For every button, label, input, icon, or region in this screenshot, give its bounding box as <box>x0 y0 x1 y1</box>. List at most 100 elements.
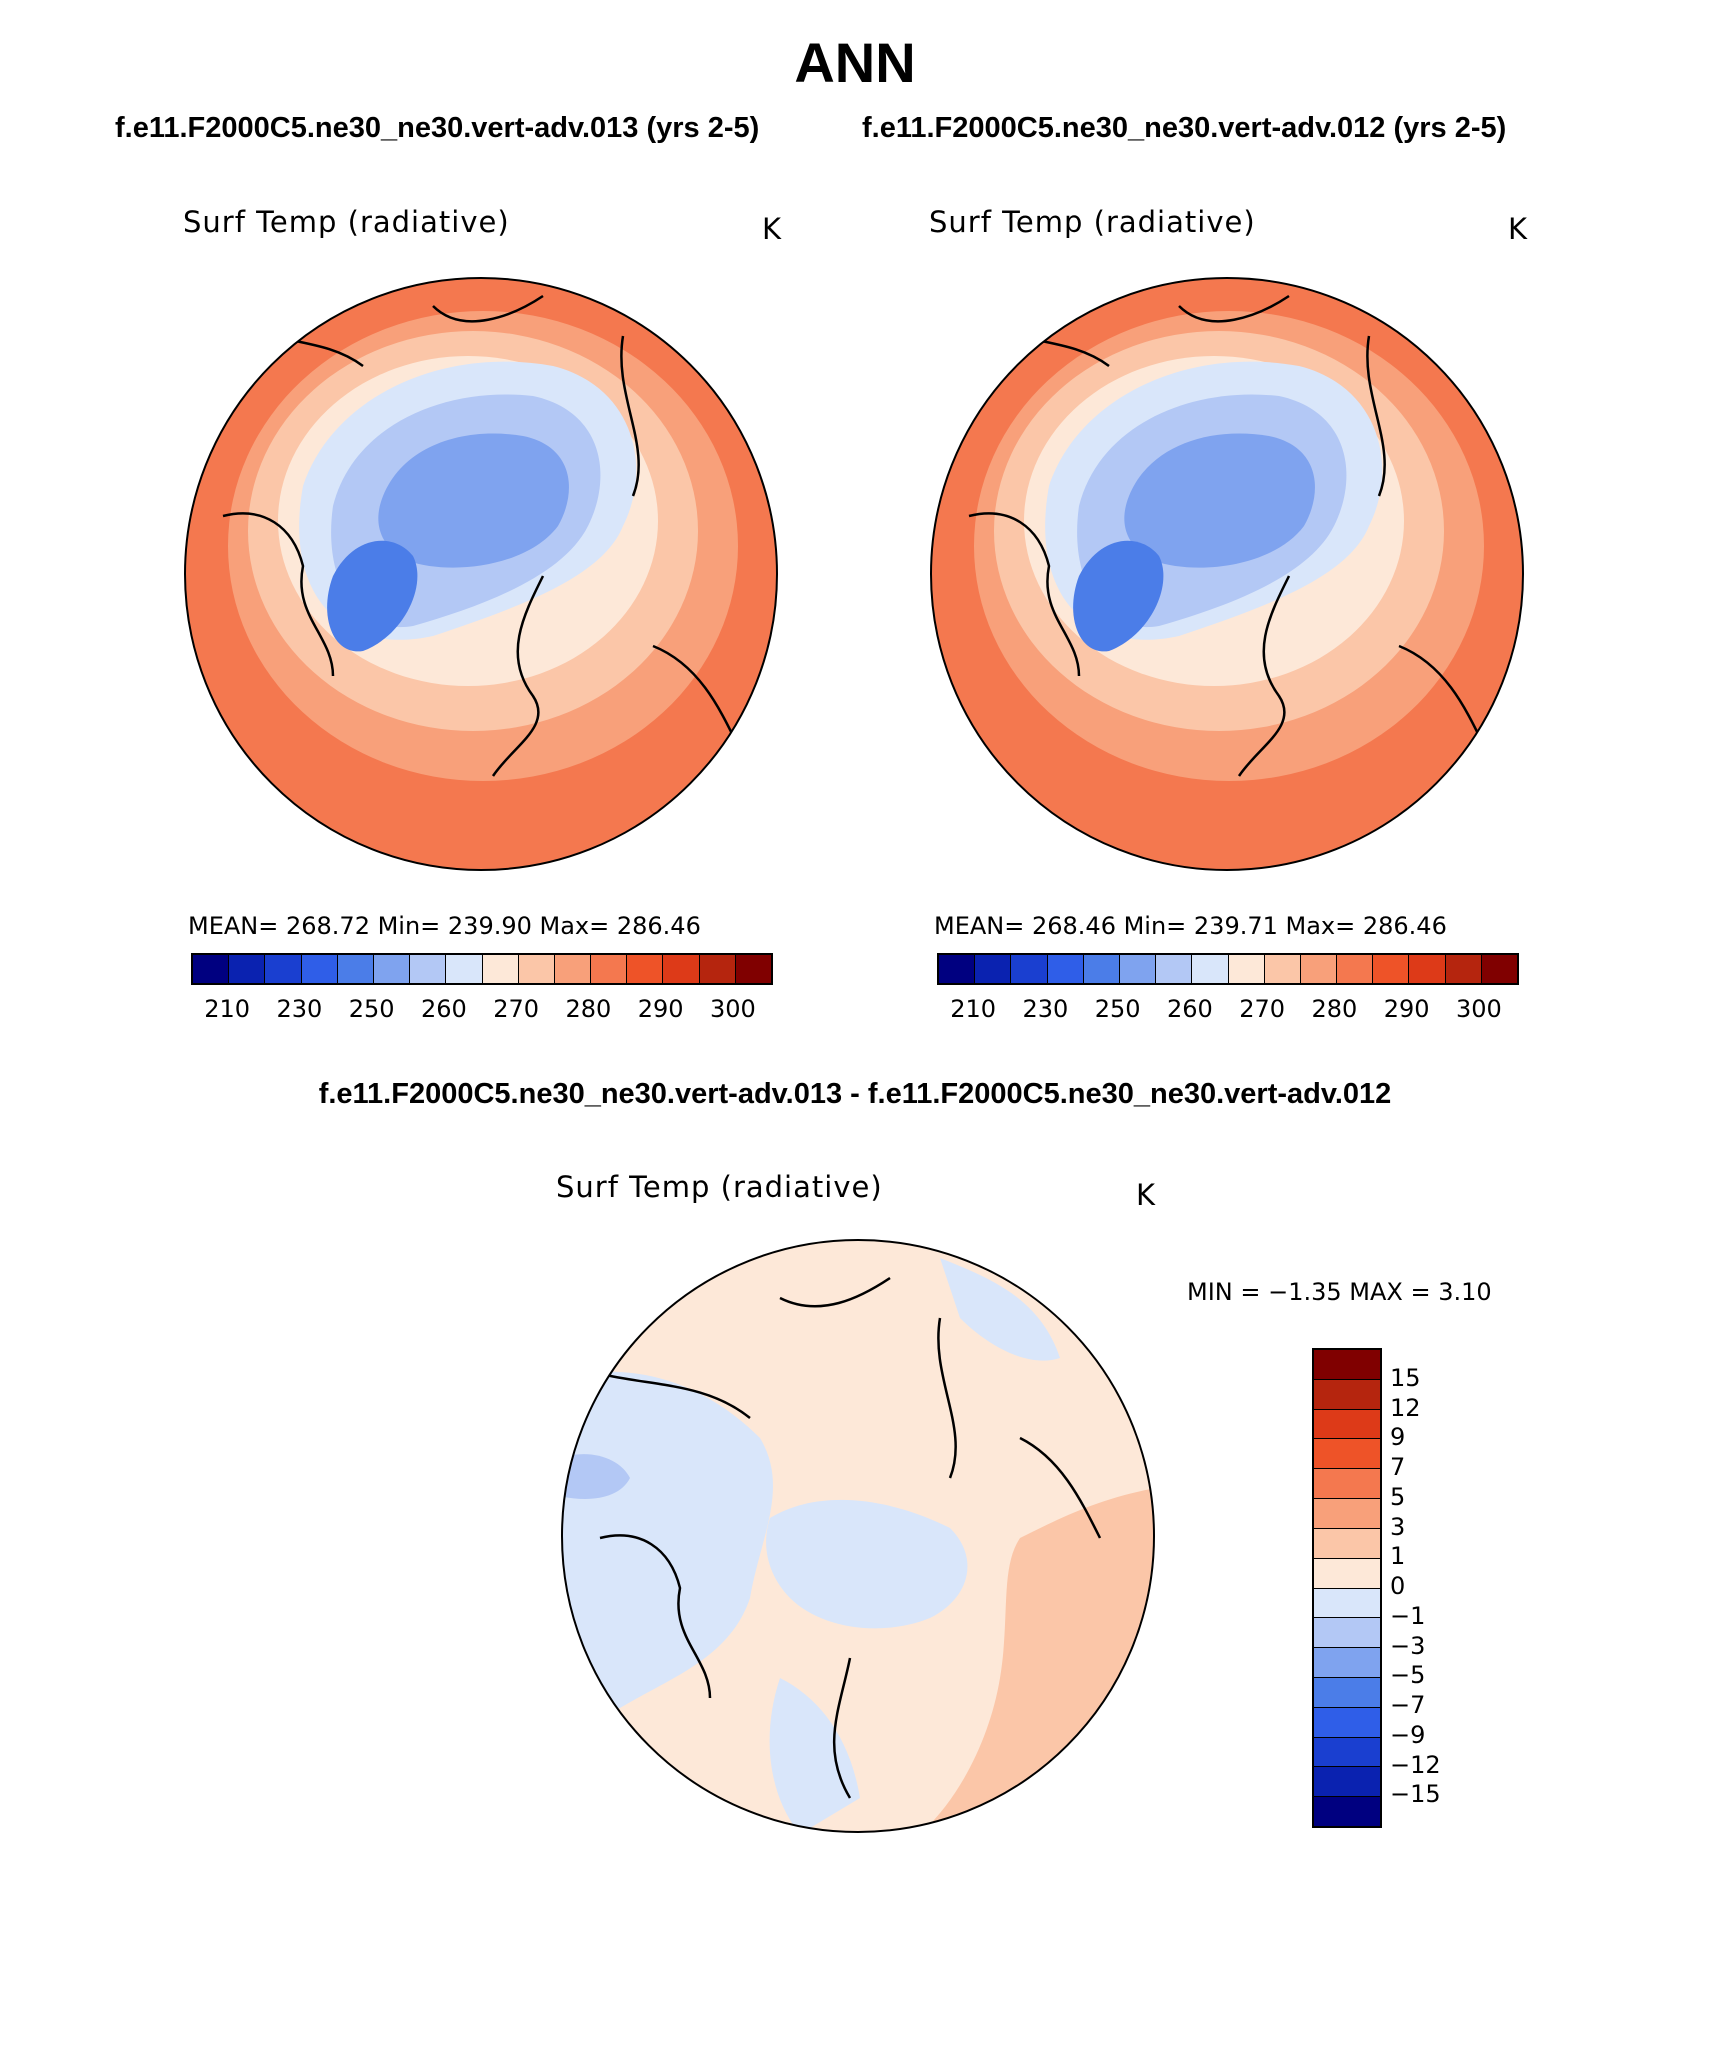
colorbar-swatch <box>1314 1648 1380 1678</box>
colorbar-tick-label: 260 <box>420 995 467 1023</box>
colorbar-tick-label: 300 <box>709 995 756 1023</box>
colorbar-tick-label: 230 <box>1022 995 1069 1023</box>
case-right-title: f.e11.F2000C5.ne30_ne30.vert-adv.012 (yr… <box>862 112 1507 144</box>
colorbar-swatch <box>939 955 976 983</box>
colorbar-swatch <box>627 955 664 983</box>
colorbar-swatch <box>1264 955 1301 983</box>
colorbar-tick-label: 210 <box>204 995 251 1023</box>
panel1-stats: MEAN= 268.72 Min= 239.90 Max= 286.46 <box>188 912 701 940</box>
colorbar-swatch <box>1481 955 1517 983</box>
map-greenland <box>1073 540 1164 652</box>
panel3-colorbar <box>1312 1348 1382 1828</box>
colorbar-swatch <box>410 955 447 983</box>
colorbar-swatch <box>1314 1797 1380 1826</box>
colorbar-tick-label: −9 <box>1390 1720 1426 1749</box>
colorbar-swatch <box>1337 955 1374 983</box>
panel3-colorbar-ticks: 15 12 9 7 5 3 1 0 −1 −3 −5 −7 −9 −12 −15 <box>1390 1348 1470 1824</box>
colorbar-tick-label: 5 <box>1390 1482 1406 1511</box>
colorbar-swatch <box>1314 1737 1380 1768</box>
colorbar-tick-label: 280 <box>1311 995 1358 1023</box>
colorbar-tick-label: 250 <box>348 995 395 1023</box>
colorbar-swatch <box>975 955 1012 983</box>
colorbar-swatch <box>1373 955 1410 983</box>
colorbar-swatch <box>301 955 338 983</box>
panel2-stats: MEAN= 268.46 Min= 239.71 Max= 286.46 <box>934 912 1447 940</box>
panel2-colorbar-ticks: 210 230 250 260 270 280 290 300 <box>937 995 1515 1027</box>
colorbar-swatch <box>1445 955 1482 983</box>
case-left-title: f.e11.F2000C5.ne30_ne30.vert-adv.013 (yr… <box>115 112 760 144</box>
panel1-variable-label: Surf Temp (radiative) <box>183 205 510 239</box>
colorbar-tick-label: 280 <box>565 995 612 1023</box>
diff-negative-west <box>562 1371 773 1708</box>
page-title: ANN <box>794 31 916 94</box>
colorbar-swatch <box>591 955 628 983</box>
colorbar-swatch <box>1314 1350 1380 1380</box>
map-greenland <box>327 540 418 652</box>
panel3-stats: MIN = −1.35 MAX = 3.10 <box>1187 1278 1492 1306</box>
difference-title: f.e11.F2000C5.ne30_ne30.vert-adv.013 - f… <box>318 1078 1392 1110</box>
colorbar-tick-label: 270 <box>1239 995 1286 1023</box>
colorbar-swatch <box>518 955 555 983</box>
colorbar-tick-label: 12 <box>1390 1393 1421 1422</box>
colorbar-swatch <box>1314 1707 1380 1738</box>
panel2-variable-label: Surf Temp (radiative) <box>929 205 1256 239</box>
colorbar-swatch <box>1083 955 1120 983</box>
colorbar-swatch <box>265 955 302 983</box>
panel1-colorbar-ticks: 210 230 250 260 270 280 290 300 <box>191 995 769 1027</box>
colorbar-tick-label: 9 <box>1390 1423 1406 1452</box>
colorbar-tick-label: 300 <box>1455 995 1502 1023</box>
colorbar-tick-label: −7 <box>1390 1691 1426 1719</box>
colorbar-tick-label: −12 <box>1390 1750 1441 1779</box>
colorbar-tick-label: −15 <box>1390 1780 1441 1809</box>
map-cold-region-3 <box>378 433 569 568</box>
colorbar-swatch <box>373 955 411 983</box>
colorbar-swatch <box>193 955 230 983</box>
panel2-colorbar <box>937 953 1519 985</box>
map-coastline <box>579 1276 1102 1799</box>
colorbar-swatch <box>1314 1409 1380 1440</box>
panel2-units: K <box>1508 212 1528 246</box>
panel2-polar-map <box>930 277 1524 871</box>
diff-negative-center <box>766 1499 968 1629</box>
colorbar-swatch <box>1314 1379 1380 1410</box>
colorbar-tick-label: 290 <box>1383 995 1430 1023</box>
panel1-units: K <box>762 212 782 246</box>
colorbar-swatch <box>1047 955 1084 983</box>
colorbar-swatch <box>1300 955 1338 983</box>
colorbar-swatch <box>1314 1618 1380 1649</box>
colorbar-swatch <box>1314 1588 1380 1619</box>
colorbar-swatch <box>1314 1558 1380 1589</box>
colorbar-tick-label: −1 <box>1390 1601 1426 1630</box>
colorbar-swatch <box>1409 955 1446 983</box>
colorbar-swatch <box>1314 1499 1380 1529</box>
colorbar-tick-label: 250 <box>1094 995 1141 1023</box>
colorbar-swatch <box>554 955 592 983</box>
panel3-difference-map <box>561 1239 1155 1833</box>
colorbar-tick-label: 0 <box>1390 1572 1406 1600</box>
colorbar-swatch <box>1314 1767 1380 1798</box>
diff-negative-south <box>769 1678 860 1832</box>
colorbar-tick-label: −5 <box>1390 1661 1426 1690</box>
colorbar-tick-label: 15 <box>1390 1363 1421 1392</box>
colorbar-tick-label: 1 <box>1390 1542 1406 1571</box>
colorbar-tick-label: 230 <box>276 995 323 1023</box>
diff-negative-patch <box>562 1454 630 1499</box>
colorbar-tick-label: 260 <box>1166 995 1213 1023</box>
colorbar-swatch <box>699 955 736 983</box>
colorbar-swatch <box>1314 1528 1380 1559</box>
colorbar-swatch <box>1156 955 1193 983</box>
colorbar-swatch <box>1119 955 1157 983</box>
panel3-units: K <box>1136 1178 1156 1212</box>
colorbar-tick-label: 3 <box>1390 1512 1406 1541</box>
colorbar-swatch <box>1011 955 1048 983</box>
colorbar-swatch <box>663 955 700 983</box>
colorbar-swatch <box>1314 1439 1380 1470</box>
diff-negative-north <box>940 1258 1060 1361</box>
colorbar-tick-label: 210 <box>950 995 997 1023</box>
colorbar-tick-label: 270 <box>493 995 540 1023</box>
panel3-variable-label: Surf Temp (radiative) <box>556 1170 883 1204</box>
colorbar-swatch <box>1192 955 1229 983</box>
colorbar-swatch <box>1314 1469 1380 1500</box>
colorbar-swatch <box>1314 1677 1380 1708</box>
colorbar-swatch <box>229 955 266 983</box>
